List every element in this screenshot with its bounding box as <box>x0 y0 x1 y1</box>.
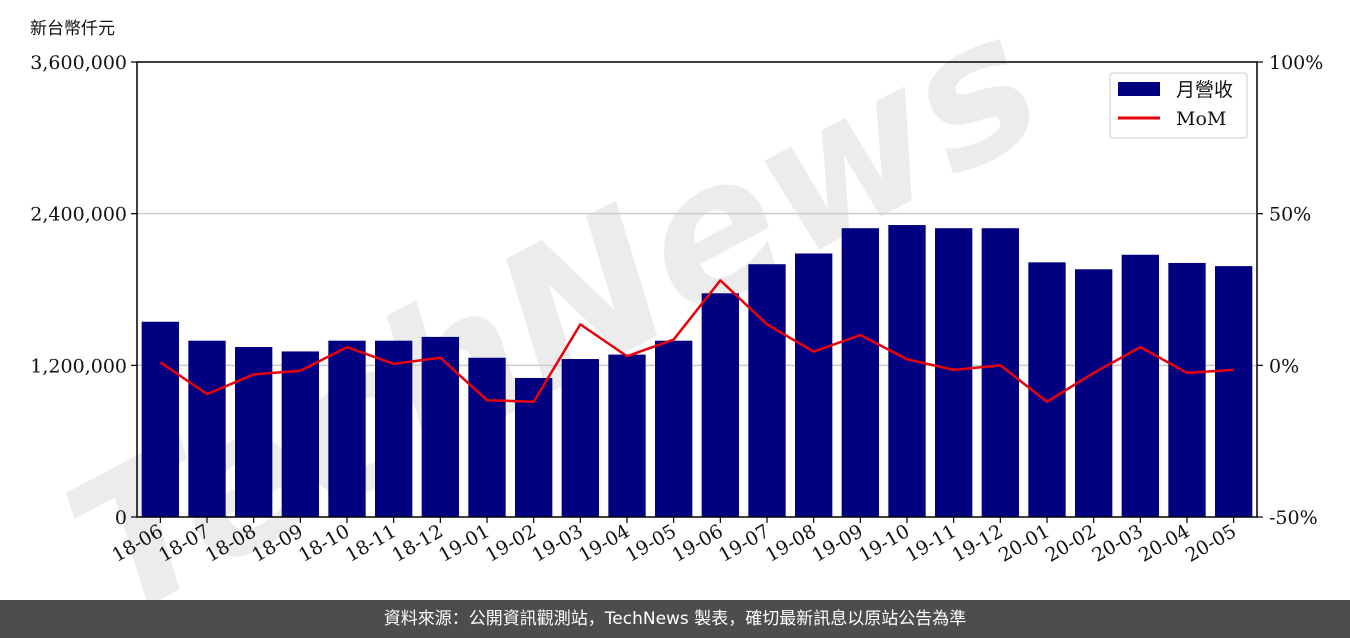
x-tick-label: 19-03 <box>528 520 586 566</box>
bar-19-10 <box>888 225 926 517</box>
bar-19-04 <box>608 354 646 517</box>
bar-20-05 <box>1215 266 1253 517</box>
bar-18-06 <box>141 321 179 517</box>
y-left-tick-label: 0 <box>115 507 127 529</box>
x-tick-label: 20-03 <box>1088 520 1146 566</box>
mom-line <box>159 279 1234 403</box>
bar-19-11 <box>935 228 973 517</box>
mom-line-series <box>159 279 1234 403</box>
x-tick-label: 19-12 <box>948 520 1006 566</box>
bar-18-10 <box>328 340 366 517</box>
x-tick-label: 19-09 <box>808 520 866 566</box>
footer-source-note: 資料來源：公開資訊觀測站，TechNews 製表，確切最新訊息以原站公告為準 <box>0 600 1350 638</box>
y-left-tick-label: 2,400,000 <box>30 204 127 226</box>
legend: 月營收 MoM <box>1109 72 1248 139</box>
bar-19-12 <box>981 228 1019 517</box>
x-tick-label: 19-10 <box>855 520 913 566</box>
x-tick-label: 18-12 <box>388 520 446 566</box>
bar-18-12 <box>421 336 459 517</box>
plot-frame <box>136 61 1258 518</box>
bar-19-07 <box>748 264 786 517</box>
bar-19-06 <box>701 293 739 517</box>
bar-18-09 <box>281 351 319 517</box>
y-right-tick-label: -50% <box>1269 507 1318 529</box>
y-right-tick-label: 0% <box>1269 355 1299 377</box>
y-right-tick-label: 50% <box>1269 204 1311 226</box>
x-tick-label: 19-01 <box>435 520 493 566</box>
x-tick-label: 19-11 <box>902 520 960 566</box>
bar-20-02 <box>1075 269 1113 517</box>
bar-19-08 <box>795 253 833 517</box>
bar-20-01 <box>1028 262 1066 517</box>
bar-20-04 <box>1168 262 1206 517</box>
bar-18-11 <box>375 340 413 517</box>
x-tick-label: 19-06 <box>668 520 726 566</box>
x-tick-label: 20-04 <box>1135 520 1193 566</box>
x-tick-label: 19-02 <box>482 520 540 566</box>
y-left-tick-label: 1,200,000 <box>30 355 127 377</box>
legend-label-line: MoM <box>1176 108 1226 130</box>
x-tick-label: 20-01 <box>995 520 1053 566</box>
bar-18-07 <box>188 340 226 517</box>
x-tick-label: 20-02 <box>1042 520 1100 566</box>
y-right-tick-label: 100% <box>1269 52 1323 74</box>
bar-19-05 <box>655 340 693 517</box>
x-tick-label: 19-07 <box>715 520 773 566</box>
gridlines <box>137 212 1257 367</box>
y-left-tick-label: 3,600,000 <box>30 52 127 74</box>
x-tick-label: 19-04 <box>575 520 633 566</box>
bar-19-03 <box>561 359 599 517</box>
bar-19-02 <box>515 377 553 517</box>
chart: TechNews 01,200,0002,400,0003,600,000-50… <box>30 0 1323 600</box>
bar-19-09 <box>841 228 879 517</box>
x-tick-label: 19-05 <box>622 520 680 566</box>
legend-swatch-bar <box>1118 82 1160 96</box>
bar-19-01 <box>468 357 506 517</box>
legend-label-bar: 月營收 <box>1176 79 1233 101</box>
x-tick-label: 19-08 <box>762 520 820 566</box>
x-tick-label: 20-05 <box>1182 520 1240 566</box>
y-axis-unit-label: 新台幣仟元 <box>30 19 115 39</box>
bar-20-03 <box>1121 254 1159 518</box>
